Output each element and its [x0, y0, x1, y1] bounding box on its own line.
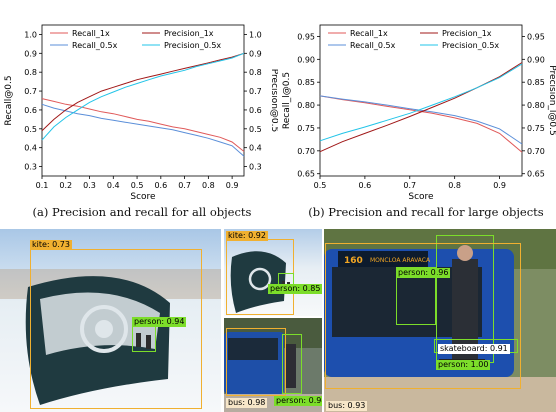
- y2-tick-label: 0.6: [249, 106, 262, 115]
- y2-tick-label: 0.9: [249, 49, 262, 58]
- bus-skateboard-photo: 160 MONCLOA ARAVACA person: 0.96 skatebo…: [324, 229, 556, 412]
- snow-kite-scene: [0, 269, 221, 405]
- bus-small-photo: bus: 0.98 person: 0.94: [224, 318, 322, 412]
- skateboard-detection-label: skateboard: 0.91: [438, 344, 510, 354]
- caption-all-objects: (a) Precision and recall for all objects: [32, 205, 252, 219]
- kite-detection-label: kite: 0.73: [30, 240, 72, 250]
- x-tick-label: 0.2: [59, 181, 72, 190]
- legend-label: Recall_1x: [350, 29, 388, 38]
- y2-tick-label: 0.75: [527, 124, 545, 133]
- y-tick-label: 0.9: [24, 49, 37, 58]
- y-tick-label: 0.80: [297, 101, 315, 110]
- y2-tick-label: 0.95: [527, 32, 545, 41]
- y-tick-label: 0.90: [297, 55, 315, 64]
- x-tick-label: 0.6: [154, 181, 167, 190]
- y2-axis-label: Precision_l@0.5: [547, 65, 556, 135]
- series-line-precision-1x: [319, 62, 523, 153]
- legend-label: Precision_1x: [442, 29, 492, 38]
- y-tick-label: 1.0: [24, 30, 37, 39]
- person-detection-label: person: 0.96: [396, 268, 451, 278]
- legend-label: Precision_0.5x: [164, 41, 221, 50]
- kite-detection-box: [30, 249, 202, 409]
- bus-detection-label: bus: 0.98: [226, 398, 268, 408]
- x-tick-label: 0.5: [131, 181, 144, 190]
- y2-tick-label: 0.85: [527, 78, 545, 87]
- person-detection-label: person: 0.85: [268, 284, 322, 294]
- y2-tick-label: 0.90: [527, 55, 545, 64]
- bus-destination-sign: MONCLOA ARAVACA: [370, 257, 431, 264]
- plot-frame: [41, 24, 245, 177]
- y-tick-label: 0.8: [24, 68, 37, 77]
- bus-detection-box: [325, 243, 521, 389]
- y-axis-label: Recall@0.5: [4, 75, 14, 125]
- series-line-recall-1x: [319, 95, 523, 153]
- legend-label: Recall_0.5x: [72, 41, 118, 50]
- series-line-precision-0-5x: [41, 52, 245, 141]
- x-tick-label: 0.8: [202, 181, 215, 190]
- x-axis-label: Score: [130, 192, 156, 200]
- x-tick-label: 0.5: [314, 181, 327, 190]
- snow-kite-photo: kite: 0.73 person: 0.94: [0, 229, 221, 412]
- y2-axis-label: Precision@0.5: [269, 69, 278, 132]
- legend-label: Recall_1x: [72, 29, 110, 38]
- plot-frame: [319, 24, 523, 177]
- y2-tick-label: 0.8: [249, 68, 262, 77]
- bus-detection-box: [226, 328, 286, 396]
- x-tick-label: 0.8: [448, 181, 461, 190]
- x-tick-label: 0.7: [403, 181, 416, 190]
- x-tick-label: 0.1: [36, 181, 49, 190]
- x-tick-label: 0.3: [83, 181, 96, 190]
- y2-tick-label: 0.80: [527, 101, 545, 110]
- caption-large-objects: (b) Precision and recall for large objec…: [308, 205, 544, 219]
- series-line-precision-1x: [41, 52, 245, 132]
- bus-detection-label: bus: 0.93: [326, 401, 368, 411]
- series-line-recall-0-5x: [319, 95, 523, 145]
- legend-label: Recall_0.5x: [350, 41, 396, 50]
- y-tick-label: 0.65: [297, 170, 315, 179]
- chart-large-objects: 0.5 0.6 0.7 0.8 0.9 0.65 0.70 0.75 0.80 0.85 0.90 0…: [282, 24, 556, 200]
- series-line-recall-0-5x: [41, 103, 245, 157]
- person-detection-label: person: 0.94: [274, 396, 322, 406]
- y2-tick-label: 0.3: [249, 163, 262, 172]
- y-tick-label: 0.85: [297, 78, 315, 87]
- x-tick-label: 0.9: [226, 181, 239, 190]
- legend-label: Precision_1x: [164, 29, 214, 38]
- y-tick-label: 0.75: [297, 124, 315, 133]
- series-line-precision-0-5x: [319, 63, 523, 142]
- series-line-recall-1x: [41, 98, 245, 152]
- x-tick-label: 0.7: [178, 181, 191, 190]
- bus-route-number: 160: [344, 256, 363, 266]
- legend-label: Precision_0.5x: [442, 41, 499, 50]
- y-tick-label: 0.6: [24, 106, 37, 115]
- person-detection-box: [396, 267, 436, 325]
- y-tick-label: 0.4: [24, 144, 37, 153]
- y-tick-label: 0.70: [297, 147, 315, 156]
- y2-tick-label: 0.70: [527, 147, 545, 156]
- y-tick-label: 0.3: [24, 163, 37, 172]
- x-tick-label: 0.9: [493, 181, 506, 190]
- person-detection-label: person: 0.94: [132, 317, 187, 327]
- y-tick-label: 0.95: [297, 32, 315, 41]
- y2-tick-label: 0.4: [249, 144, 262, 153]
- kite-detection-label: kite: 0.92: [226, 231, 268, 241]
- person-detection-box: [282, 334, 302, 394]
- y-axis-label: Recall_l@0.5: [282, 72, 292, 129]
- person-detection-box: [132, 326, 156, 352]
- x-axis-label: Score: [408, 192, 434, 200]
- person-detection-label: person: 1.00: [436, 360, 491, 370]
- y-tick-label: 0.7: [24, 87, 37, 96]
- snow-kite-small-photo: kite: 0.92 person: 0.85: [224, 229, 322, 316]
- x-tick-label: 0.4: [107, 181, 120, 190]
- y2-tick-label: 0.5: [249, 125, 262, 134]
- x-tick-label: 0.6: [359, 181, 372, 190]
- y-tick-label: 0.5: [24, 125, 37, 134]
- y2-tick-label: 0.65: [527, 170, 545, 179]
- y2-tick-label: 1.0: [249, 30, 262, 39]
- y2-tick-label: 0.7: [249, 87, 262, 96]
- chart-all-objects: 0.1 0.2 0.3 0.4 0.5 0.6 0.7 0.8 0.9 0.3 0.4 0.5 0.6 0…: [4, 24, 278, 200]
